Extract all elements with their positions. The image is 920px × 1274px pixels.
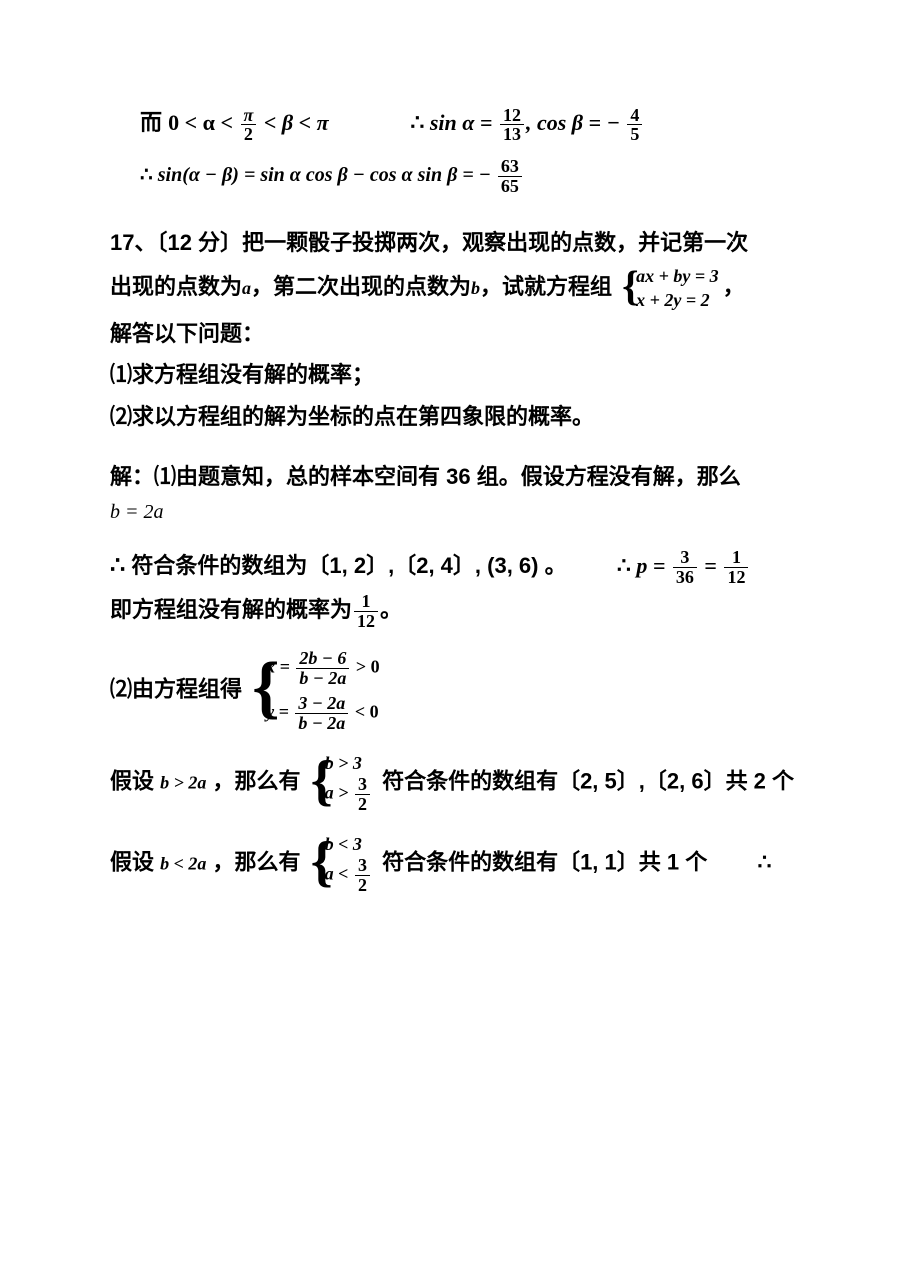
num: 1 — [354, 592, 378, 611]
therefore-icon: ∴ — [757, 849, 771, 874]
xy-system: { x = 2b − 6b − 2a > 0 y = 3 − 2ab − 2a … — [252, 649, 379, 733]
left-brace-icon: { — [252, 653, 280, 723]
q17-text-a: 把一颗骰子投掷两次，观察出现的点数，并记第一次 — [242, 230, 748, 255]
gt0: > 0 — [351, 657, 379, 677]
expr-sin-diff: sin(α − β) = sin α cos β − cos α sin β =… — [158, 164, 496, 186]
t1: 出现的点数为 — [110, 274, 242, 299]
sol1-pairs: ∴ 符合条件的数组为〔1, 2〕,〔2, 4〕, (3, 6) 。 ∴ p = … — [110, 544, 830, 590]
frac-4-5: 45 — [627, 106, 642, 145]
num: 1 — [724, 548, 748, 567]
num: 4 — [627, 106, 642, 125]
therefore-icon: ∴ — [140, 164, 158, 186]
sol2-lead: ⑵由方程组得 { x = 2b − 6b − 2a > 0 y = 3 − 2a… — [110, 649, 830, 733]
left-brace-icon: { — [311, 834, 333, 890]
therefore-icon: ∴ — [110, 553, 125, 579]
cos-beta: , cos β = − — [526, 110, 625, 135]
q17-sub2: ⑵求以方程组的解为坐标的点在第四象限的概率。 — [110, 396, 830, 438]
t2: ，第二次出现的点数为 — [251, 274, 471, 299]
q17-line1: 17、〔12 分〕把一颗骰子投掷两次，观察出现的点数，并记第一次 — [110, 222, 830, 264]
den: 12 — [354, 611, 378, 631]
den: 2 — [241, 124, 257, 144]
expr-range: 0 < α < π2 < β < π — [168, 110, 334, 135]
pre: 假设 — [110, 768, 154, 793]
q17-header: 17、〔12 分〕 — [110, 230, 242, 255]
mid: ，那么有 — [213, 768, 301, 793]
tail: 符合条件的数组有〔1, 1〕共 1 个 — [382, 849, 707, 874]
sol2-case1: 假设 b > 2a ，那么有 { b > 3 a > 32 符合条件的数组有〔2… — [110, 751, 830, 814]
t4: ， — [723, 274, 745, 299]
den: 13 — [500, 124, 524, 144]
left-brace-icon: { — [311, 753, 333, 809]
q17-line3: 解答以下问题： — [110, 313, 830, 355]
line-alpha-beta-range: 而 0 < α < π2 < β < π ∴ sin α = 1213, cos… — [110, 102, 830, 144]
tail: 符合条件的数组有〔2, 5〕,〔2, 6〕共 2 个 — [382, 768, 794, 793]
num: 12 — [500, 106, 524, 125]
lead-text: ⑵由方程组得 — [110, 677, 242, 702]
conc-a: 即方程组没有解的概率为 — [110, 597, 352, 622]
therefore-icon: ∴ — [410, 110, 430, 135]
therefore-icon: ∴ — [617, 553, 637, 578]
left-brace-icon: { — [622, 266, 639, 308]
cond-b-lt-2a: b < 2a — [160, 853, 206, 873]
sol2-case2: 假设 b < 2a ，那么有 { b < 3 a < 32 符合条件的数组有〔1… — [110, 832, 830, 895]
den: 65 — [498, 176, 522, 196]
den: 36 — [673, 567, 697, 587]
var-a: a — [242, 278, 251, 298]
x-row: x = 2b − 6b − 2a > 0 — [266, 649, 379, 688]
num: 3 — [673, 548, 697, 567]
cond-b-gt-2a: b > 2a — [160, 772, 206, 792]
frac-y: 3 − 2ab − 2a — [295, 694, 348, 733]
line-sin-diff: ∴ sin(α − β) = sin α cos β − cos α sin β… — [110, 156, 830, 196]
equation-system: { ax + by = 3 x + 2y = 2 — [622, 264, 719, 313]
prob-expr: ∴ p = 336 = 112 — [617, 553, 751, 578]
den: b − 2a — [296, 668, 349, 688]
frac-3-2: 32 — [355, 775, 370, 814]
prefix: 而 — [140, 110, 162, 135]
num: 3 — [355, 775, 370, 794]
frac-pi-2: π2 — [241, 106, 257, 145]
pre: 假设 — [110, 849, 154, 874]
mid: ，那么有 — [213, 849, 301, 874]
den: 2 — [355, 875, 370, 895]
num: 3 − 2a — [295, 694, 348, 713]
num: π — [241, 106, 257, 125]
den: b − 2a — [295, 713, 348, 733]
frac-3-2b: 32 — [355, 856, 370, 895]
eq-row-2: x + 2y = 2 — [636, 288, 719, 312]
y-row: y = 3 − 2ab − 2a < 0 — [266, 694, 379, 733]
den: 5 — [627, 124, 642, 144]
num: 3 — [355, 856, 370, 875]
frac-63-65: 6365 — [498, 157, 522, 196]
frac-1-12-b: 112 — [354, 592, 378, 631]
frac-12-13: 1213 — [500, 106, 524, 145]
frac-x: 2b − 6b − 2a — [296, 649, 349, 688]
den: 12 — [724, 567, 748, 587]
den: 2 — [355, 794, 370, 814]
q17-line2: 出现的点数为a，第二次出现的点数为b，试就方程组 { ax + by = 3 x… — [110, 264, 830, 313]
sol1-conclusion: 即方程组没有解的概率为112。 — [110, 589, 830, 631]
frac-1-12: 112 — [724, 548, 748, 587]
ineq-part2: < β < π — [258, 110, 328, 135]
therefore-sincos: ∴ sin α = 1213, cos β = − 45 — [410, 110, 644, 135]
conc-b: 。 — [380, 597, 402, 622]
q17-sub1: ⑴求方程组没有解的概率； — [110, 354, 830, 396]
frac-3-36: 336 — [673, 548, 697, 587]
sol1-lead: 解：⑴由题意知，总的样本空间有 36 组。假设方程没有解，那么 — [110, 456, 830, 498]
t3: ，试就方程组 — [480, 274, 612, 299]
pairs-text: 符合条件的数组为〔1, 2〕,〔2, 4〕, (3, 6) 。 — [131, 553, 566, 578]
eq-row-1: ax + by = 3 — [636, 264, 719, 288]
ineq-part1: 0 < α < — [168, 110, 238, 135]
ineq-system-1: { b > 3 a > 32 — [311, 751, 372, 814]
sol1-relation: b = 2a — [110, 498, 830, 526]
var-b: b — [471, 278, 480, 298]
p-eq: p = — [636, 553, 671, 578]
num: 63 — [498, 157, 522, 176]
sin-alpha: sin α = — [430, 110, 498, 135]
lt0: < 0 — [350, 701, 378, 721]
b-eq-2a: b = 2a — [110, 501, 164, 523]
num: 2b − 6 — [296, 649, 349, 668]
eq: = — [699, 553, 723, 578]
ineq-system-2: { b < 3 a < 32 — [311, 832, 372, 895]
